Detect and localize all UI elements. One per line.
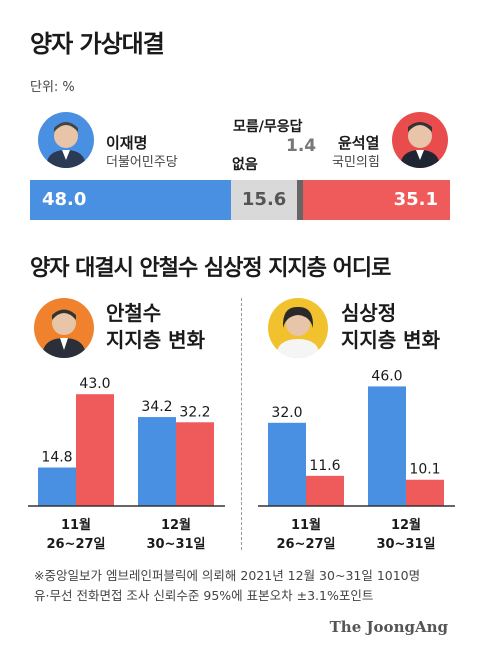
panel-divider [241, 298, 242, 550]
bar-value-label: 11.6 [309, 458, 340, 474]
bar-2-2-1 [368, 386, 406, 506]
x-tick-label: 30~31일 [146, 537, 205, 552]
bar-left-value: 48.0 [42, 189, 87, 210]
bar-value-label: 10.1 [409, 462, 440, 478]
bar-1-2-2 [176, 422, 214, 506]
bar-undecided-value: 15.6 [241, 189, 287, 210]
page-title: 양자 가상대결 [30, 30, 165, 58]
panel-2-title-line1: 심상정 [341, 301, 397, 325]
bar-2-2-2 [406, 479, 444, 506]
candidate-right-name: 윤석열 [338, 134, 380, 152]
panel-1-title-line1: 안철수 [106, 301, 162, 325]
x-tick-label: 11월 [291, 517, 321, 533]
bar-value-label: 14.8 [41, 450, 72, 466]
panel-1-title-line2: 지지층 변화 [106, 328, 205, 352]
bar-segment-undecided: 15.6 [231, 180, 297, 220]
undecided-label: 없음 [232, 157, 258, 173]
no-answer-label: 모름/무응답 [233, 119, 303, 135]
x-tick-label: 26~27일 [276, 537, 335, 552]
candidate-right-party: 국민의힘 [332, 155, 380, 170]
bar-1-1-2 [76, 394, 114, 506]
panel-2-title-line2: 지지층 변화 [341, 328, 440, 352]
bar-value-label: 43.0 [79, 376, 110, 392]
x-tick-label: 12월 [161, 517, 191, 533]
bar-1-1-1 [38, 467, 76, 506]
x-tick-label: 26~27일 [46, 537, 105, 552]
footnote-line1: ※중앙일보가 엠브레인퍼블릭에 의뢰해 2021년 12월 30~31일 101… [34, 568, 421, 583]
panel-2-avatar [268, 298, 328, 358]
panel-1-avatar [34, 298, 94, 358]
bar-2-1-1 [268, 422, 306, 506]
publisher-logo: The JoongAng [329, 618, 448, 636]
panel-1-title: 안철수 지지층 변화 [106, 300, 205, 354]
chart-panel-1: 14.8 43.0 11월 26~27일 34.2 32.2 12월 30~31일 [28, 376, 225, 552]
candidate-left-party: 더불어민주당 [106, 155, 178, 170]
candidate-left-avatar [38, 112, 94, 168]
unit-label: 단위: % [30, 80, 75, 95]
bar-1-2-1 [138, 417, 176, 506]
bar-value-label: 46.0 [371, 368, 402, 384]
bar-segment-no-answer [296, 180, 303, 220]
panel-2-title: 심상정 지지층 변화 [341, 300, 440, 354]
bar-2-1-2 [306, 475, 344, 506]
footnote-line2: 유·무선 전화면접 조사 신뢰수준 95%에 표본오차 ±3.1%포인트 [34, 588, 374, 603]
x-tick-label: 11월 [61, 517, 91, 533]
x-tick-label: 30~31일 [376, 537, 435, 552]
bar-segment-left: 48.0 [30, 180, 232, 220]
chart-panel-2: 32.0 11.6 11월 26~27일 46.0 10.1 12월 30~31일 [258, 368, 455, 552]
x-tick-label: 12월 [391, 517, 421, 533]
bar-segment-right: 35.1 [302, 180, 450, 220]
footnote: ※중앙일보가 엠브레인퍼블릭에 의뢰해 2021년 12월 30~31일 101… [34, 566, 420, 606]
bar-right-value: 35.1 [393, 189, 438, 210]
candidate-left-name: 이재명 [106, 134, 148, 152]
section-title: 양자 대결시 안철수 심상정 지지층 어디로 [30, 256, 391, 281]
bar-value-label: 32.0 [271, 405, 302, 421]
candidate-right-avatar [392, 112, 448, 168]
no-answer-value: 1.4 [286, 136, 317, 156]
bar-value-label: 34.2 [141, 399, 172, 415]
bar-value-label: 32.2 [179, 404, 210, 420]
